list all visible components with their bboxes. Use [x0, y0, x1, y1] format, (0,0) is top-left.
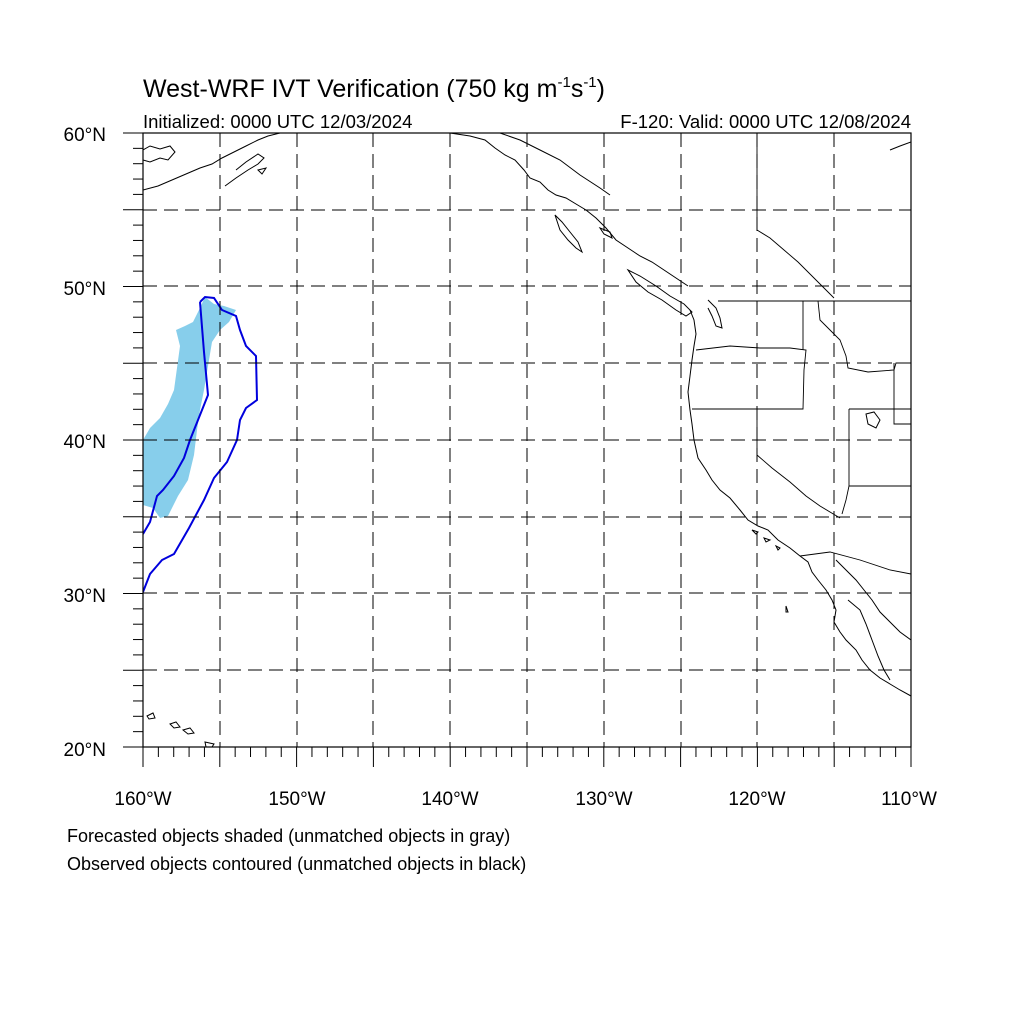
lon-label-160w: 160°W: [114, 789, 171, 810]
lon-label-130w: 130°W: [575, 789, 632, 810]
lon-label-140w: 140°W: [421, 789, 478, 810]
lat-label-20: 20°N: [64, 740, 106, 761]
title-main: West-WRF IVT Verification (750 kg m: [143, 75, 557, 103]
init-time-label: Initialized: 0000 UTC 12/03/2024: [143, 111, 412, 132]
coastlines: [143, 133, 911, 747]
lat-label-50: 50°N: [64, 279, 106, 300]
lat-labels: 60°N 50°N 40°N 30°N 20°N: [64, 125, 106, 761]
grid-lines: [143, 133, 911, 747]
lat-label-40: 40°N: [64, 432, 106, 453]
lon-label-150w: 150°W: [268, 789, 325, 810]
lat-label-30: 30°N: [64, 586, 106, 607]
lon-label-110w: 110°W: [881, 789, 937, 810]
plot-area: [143, 133, 911, 747]
figure-title: West-WRF IVT Verification (750 kg m-1s-1…: [143, 74, 605, 103]
title-exp2: -1: [583, 74, 596, 91]
lat-label-60: 60°N: [64, 125, 106, 146]
footnote-forecast: Forecasted objects shaded (unmatched obj…: [67, 826, 510, 846]
footnote-observed: Observed objects contoured (unmatched ob…: [67, 854, 526, 874]
valid-time-label: F-120: Valid: 0000 UTC 12/08/2024: [620, 111, 911, 132]
forecast-object: [143, 297, 236, 518]
tick-marks: [123, 132, 912, 767]
title-close: ): [597, 75, 605, 103]
lon-label-120w: 120°W: [728, 789, 785, 810]
title-exp1: -1: [557, 74, 570, 91]
political-boundaries: [692, 133, 911, 575]
observed-object-contour: [143, 295, 259, 593]
title-s: s: [571, 75, 584, 103]
lon-labels: 160°W 150°W 140°W 130°W 120°W 110°W: [114, 789, 937, 810]
